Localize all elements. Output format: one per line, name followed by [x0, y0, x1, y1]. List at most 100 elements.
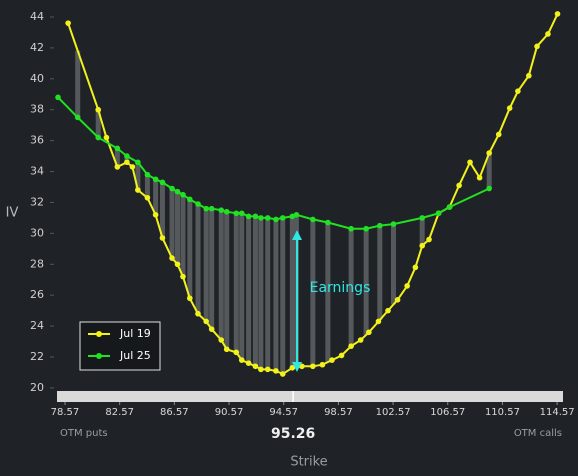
point: [258, 215, 264, 221]
legend: Jul 19 Jul 25: [79, 321, 161, 371]
point: [419, 242, 425, 249]
point: [238, 357, 245, 363]
spread-bar: [180, 194, 186, 277]
point: [55, 94, 61, 101]
point: [348, 343, 354, 349]
point: [159, 179, 166, 186]
point: [310, 216, 316, 223]
spread-bar: [153, 179, 159, 215]
spread-bar: [195, 203, 201, 314]
point: [394, 297, 401, 303]
point: [245, 213, 252, 220]
point: [129, 164, 136, 170]
spread-bar: [114, 148, 120, 167]
spread-bar: [280, 217, 286, 374]
y-tick-label: 36: [30, 134, 44, 147]
point: [486, 150, 492, 156]
point: [476, 174, 483, 181]
point: [419, 215, 425, 221]
point: [357, 337, 364, 343]
point: [174, 261, 181, 268]
point: [495, 131, 502, 138]
point: [289, 365, 296, 371]
point: [252, 363, 259, 370]
point: [390, 221, 397, 227]
point: [279, 371, 286, 377]
current-price: 95.26: [271, 426, 315, 442]
spread-bar: [486, 152, 492, 189]
y-tick-label: 40: [30, 72, 44, 85]
legend-box: [79, 321, 161, 371]
point: [526, 72, 532, 79]
point: [103, 134, 110, 141]
y-tick-label: 44: [30, 10, 44, 23]
arrow-head-up: [292, 230, 302, 240]
y-tick-label: 30: [30, 226, 44, 239]
y-tick-label: 32: [30, 195, 44, 208]
legend-marker: [96, 353, 102, 359]
point: [135, 187, 141, 193]
point: [152, 212, 159, 218]
x-axis-label: Strike: [290, 455, 327, 470]
x-tick-label: 86.57: [160, 407, 189, 418]
y-tick-label: 38: [30, 103, 44, 116]
y-axis-label: IV: [6, 206, 19, 221]
point: [338, 352, 345, 359]
point: [467, 159, 473, 166]
spread-bar: [310, 219, 316, 367]
left-note: OTM puts: [60, 428, 108, 439]
arrow-head-down: [292, 362, 302, 372]
spread-bar: [419, 217, 425, 246]
point: [233, 210, 240, 217]
point: [187, 295, 193, 302]
point: [545, 31, 551, 37]
y-tick-label: 22: [30, 350, 44, 363]
point: [95, 134, 102, 141]
point: [554, 11, 561, 17]
legend-label: Jul 19: [119, 327, 151, 340]
spread-bar: [246, 216, 252, 364]
point: [218, 207, 225, 213]
point: [273, 216, 279, 223]
point: [506, 105, 513, 111]
y-tick-label: 26: [30, 288, 44, 301]
point: [319, 361, 326, 368]
point: [159, 235, 166, 241]
x-axis-bar: [57, 391, 563, 402]
point: [203, 205, 210, 212]
point: [279, 215, 286, 221]
point: [348, 225, 354, 232]
spread-bar: [289, 216, 295, 368]
point: [223, 208, 230, 215]
point: [95, 106, 102, 113]
point: [486, 185, 492, 192]
x-tick-label: 110.57: [485, 407, 520, 418]
spread-bar: [224, 211, 230, 350]
y-tick-label: 20: [30, 381, 44, 394]
point: [273, 368, 279, 374]
spread-bar: [265, 217, 271, 370]
point: [124, 153, 130, 159]
point: [258, 366, 264, 373]
point: [412, 264, 419, 271]
spread-bar: [233, 213, 239, 353]
point: [238, 210, 245, 217]
spread-bar: [144, 174, 150, 198]
point: [515, 88, 521, 94]
point: [456, 182, 462, 189]
x-tick-label: 102.57: [376, 407, 411, 418]
spread-bar: [75, 50, 81, 118]
spread-bar: [325, 222, 331, 363]
point: [65, 20, 71, 26]
point: [329, 357, 335, 363]
point: [208, 205, 215, 212]
point: [187, 196, 193, 203]
x-tick-label: 106.57: [430, 407, 465, 418]
spread-bar: [363, 228, 369, 335]
point: [180, 273, 186, 280]
x-tick-label: 82.57: [105, 407, 134, 418]
spread-bar: [239, 213, 245, 361]
point: [180, 191, 186, 198]
spread-bar: [159, 182, 165, 238]
spread-bar: [348, 228, 354, 347]
